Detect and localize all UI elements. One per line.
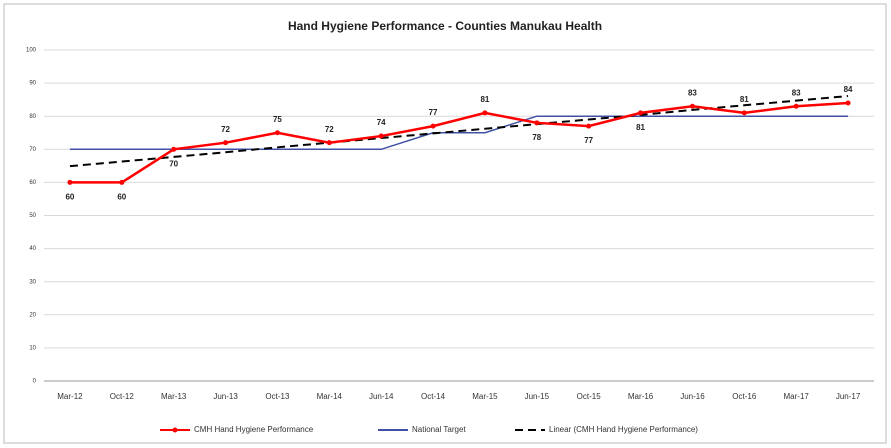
y-tick-label: 20 <box>29 312 36 318</box>
point <box>274 130 280 136</box>
x-tick-label: Oct-12 <box>110 392 135 401</box>
data-label: 77 <box>584 136 593 145</box>
data-label: 72 <box>325 125 334 134</box>
point <box>482 110 488 116</box>
point <box>119 179 125 185</box>
data-label: 83 <box>792 88 801 97</box>
x-tick-label: Mar-12 <box>57 392 83 401</box>
x-tick-label: Jun-14 <box>369 392 394 401</box>
data-label: 77 <box>429 108 438 117</box>
point <box>586 123 592 129</box>
y-tick-label: 60 <box>29 180 36 186</box>
point <box>378 133 384 139</box>
data-label: 81 <box>480 95 489 104</box>
chart-frame <box>3 3 887 444</box>
series-line <box>69 101 849 184</box>
point <box>793 103 799 109</box>
y-tick-label: 100 <box>26 48 37 54</box>
chart-title: Hand Hygiene Performance - Counties Manu… <box>288 19 602 33</box>
legend-marker <box>172 427 178 433</box>
point <box>689 103 695 109</box>
legend-label: CMH Hand Hygiene Performance <box>194 425 314 434</box>
point <box>741 110 747 116</box>
data-label: 74 <box>377 118 386 127</box>
point <box>326 140 332 146</box>
data-label: 60 <box>117 193 126 202</box>
x-tick-label: Mar-15 <box>472 392 498 401</box>
y-tick-label: 10 <box>29 345 36 351</box>
point <box>223 140 229 146</box>
data-label: 72 <box>221 125 230 134</box>
legend-label: National Target <box>412 425 466 434</box>
x-tick-label: Jun-13 <box>213 392 238 401</box>
x-tick-label: Oct-14 <box>421 392 446 401</box>
x-tick-label: Mar-16 <box>628 392 654 401</box>
point <box>171 146 177 152</box>
x-tick-label: Mar-13 <box>161 392 187 401</box>
y-tick-label: 30 <box>29 279 36 285</box>
point <box>845 100 851 106</box>
data-label: 60 <box>65 193 74 202</box>
y-tick-label: 70 <box>29 147 36 153</box>
y-tick-label: 0 <box>33 379 37 385</box>
data-label: 78 <box>532 133 541 142</box>
x-tick-label: Mar-14 <box>317 392 343 401</box>
point <box>534 120 540 126</box>
y-tick-label: 50 <box>29 213 36 219</box>
y-tick-label: 40 <box>29 246 36 252</box>
legend-label: Linear (CMH Hand Hygiene Performance) <box>549 425 698 434</box>
x-tick-label: Jun-17 <box>836 392 861 401</box>
data-label: 81 <box>740 95 749 104</box>
x-tick-label: Jun-16 <box>680 392 705 401</box>
x-tick-label: Oct-13 <box>265 392 290 401</box>
data-label: 83 <box>688 88 697 97</box>
x-tick-label: Mar-17 <box>784 392 810 401</box>
x-tick-label: Jun-15 <box>525 392 550 401</box>
point <box>430 123 436 129</box>
data-label: 75 <box>273 115 282 124</box>
y-tick-label: 80 <box>29 114 36 120</box>
point <box>638 110 644 116</box>
point <box>67 179 73 185</box>
series-line <box>69 115 849 151</box>
x-tick-label: Oct-16 <box>732 392 757 401</box>
data-label: 84 <box>844 85 853 94</box>
y-tick-label: 90 <box>29 81 36 87</box>
data-label: 81 <box>636 123 645 132</box>
series-line <box>69 95 849 168</box>
data-label: 70 <box>169 159 178 168</box>
x-tick-label: Oct-15 <box>577 392 602 401</box>
